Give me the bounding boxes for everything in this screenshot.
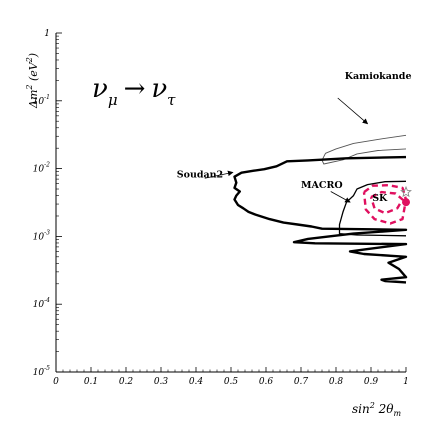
x-tick-label: 0.5 — [224, 377, 239, 387]
y-label-unit-open: (eV — [27, 61, 40, 84]
y-tick-base: 10 — [33, 97, 45, 107]
process-nu-left: ν — [92, 74, 108, 104]
y-tick-exponent: -3 — [44, 229, 50, 236]
series-macro-contour — [338, 180, 407, 237]
arrow-soudan2 — [204, 170, 234, 179]
y-label-base: Δm — [27, 90, 40, 109]
x-tick-label: 1 — [403, 377, 409, 387]
y-tick-exponent: -5 — [44, 365, 50, 372]
series-soudan2-contour — [233, 155, 408, 284]
process-arrow: → — [124, 74, 146, 104]
y-tick-label: 10-4 — [33, 297, 50, 310]
x-label-rest: 2θ — [375, 402, 394, 416]
y-tick-base: 10 — [33, 368, 45, 378]
y-label-unit-close: ) — [27, 53, 40, 58]
tick-labels: 0 0.1 0.2 0.3 0.4 0.5 0.6 0.7 0.8 0.9 110-510-410-… — [33, 29, 409, 387]
star-marker — [400, 185, 412, 198]
x-label-base: sin — [352, 402, 370, 416]
y-tick-base: 1 — [44, 29, 50, 39]
annotation-macro: MACRO — [301, 180, 343, 191]
process-label: νμ → ντ — [92, 74, 176, 109]
axes-frame — [55, 32, 407, 373]
y-tick-label: 1 — [44, 29, 50, 39]
process-nu-right: ν — [151, 74, 167, 104]
y-tick-exponent: -2 — [44, 162, 50, 169]
x-tick-label: 0.9 — [364, 377, 379, 387]
y-label-unit-sup: 2 — [25, 57, 34, 63]
annotation-sk: SK — [372, 193, 388, 204]
y-tick-base: 10 — [33, 165, 45, 175]
x-tick-label: 0.4 — [189, 377, 204, 387]
y-tick-base: 10 — [33, 232, 45, 242]
y-tick-label: 10-1 — [33, 94, 50, 107]
y-tick-label: 10-3 — [33, 229, 50, 242]
process-sub-right: τ — [167, 91, 176, 109]
x-tick-label: 0.3 — [154, 377, 169, 387]
y-tick-exponent: -4 — [44, 297, 50, 304]
process-sub-left: μ — [108, 91, 118, 109]
arrow-macro — [330, 191, 351, 203]
x-tick-label: 0.1 — [84, 377, 98, 387]
annotations: Kamiokande Soudan2 MACRO SK — [177, 71, 412, 204]
series-sk-contour — [369, 190, 404, 215]
arrow-kamiokande — [337, 97, 369, 125]
y-tick-exponent: -1 — [44, 94, 50, 101]
contour-series — [233, 134, 412, 284]
x-tick-label: 0.6 — [259, 377, 274, 387]
y-tick-base: 10 — [33, 300, 45, 310]
sk-best-fit-marker — [402, 198, 410, 207]
x-tick-label: 0 — [53, 377, 59, 387]
y-axis-label: Δm2 (eV2) — [25, 53, 40, 109]
x-tick-label: 0.2 — [119, 377, 134, 387]
x-label-sub: m — [394, 409, 402, 418]
annotation-kamiokande: Kamiokande — [345, 71, 412, 82]
x-label-sup: 2 — [369, 401, 375, 410]
x-tick-label: 0.8 — [329, 377, 344, 387]
y-label-sup: 2 — [25, 85, 34, 91]
y-tick-label: 10-2 — [33, 162, 50, 175]
x-tick-label: 0.7 — [294, 377, 309, 387]
series-sk-contour — [362, 183, 408, 225]
annotation-soudan2: Soudan2 — [177, 169, 223, 180]
y-tick-label: 10-5 — [33, 365, 50, 378]
x-axis-label: sin2 2θm — [352, 401, 402, 418]
